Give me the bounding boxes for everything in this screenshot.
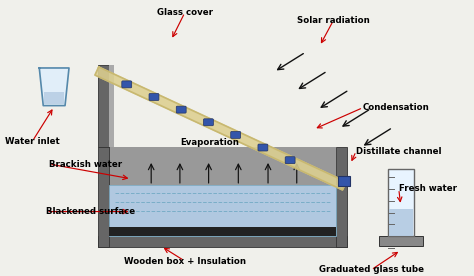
Polygon shape bbox=[95, 67, 346, 190]
Text: Graduated glass tube: Graduated glass tube bbox=[319, 266, 423, 274]
Bar bbox=[379, 236, 422, 246]
Bar bbox=[109, 227, 337, 236]
FancyBboxPatch shape bbox=[122, 81, 132, 88]
Text: Fresh water: Fresh water bbox=[399, 184, 457, 193]
Text: Wooden box + Insulation: Wooden box + Insulation bbox=[124, 257, 246, 266]
Bar bbox=[98, 65, 109, 147]
FancyBboxPatch shape bbox=[285, 157, 295, 164]
FancyBboxPatch shape bbox=[258, 144, 268, 151]
Bar bbox=[44, 92, 64, 104]
Bar bbox=[388, 169, 414, 236]
FancyBboxPatch shape bbox=[203, 119, 213, 126]
Bar bbox=[109, 65, 114, 147]
Text: Brackish water: Brackish water bbox=[49, 160, 122, 169]
Bar bbox=[98, 147, 109, 247]
Bar bbox=[389, 209, 412, 236]
Text: Water inlet: Water inlet bbox=[5, 137, 60, 146]
FancyBboxPatch shape bbox=[231, 131, 241, 138]
Text: Distillate channel: Distillate channel bbox=[356, 147, 442, 156]
Text: Condensation: Condensation bbox=[363, 103, 430, 112]
FancyBboxPatch shape bbox=[149, 94, 159, 100]
Polygon shape bbox=[39, 68, 69, 106]
Text: Glass cover: Glass cover bbox=[157, 8, 213, 17]
Text: Solar radiation: Solar radiation bbox=[297, 16, 370, 25]
Text: Evaporation: Evaporation bbox=[180, 138, 239, 147]
Text: Blackened surface: Blackened surface bbox=[46, 207, 136, 216]
Bar bbox=[338, 176, 350, 186]
Bar bbox=[98, 236, 347, 247]
Bar bbox=[109, 147, 337, 236]
Bar bbox=[109, 185, 337, 236]
Bar bbox=[337, 147, 347, 247]
FancyBboxPatch shape bbox=[176, 106, 186, 113]
